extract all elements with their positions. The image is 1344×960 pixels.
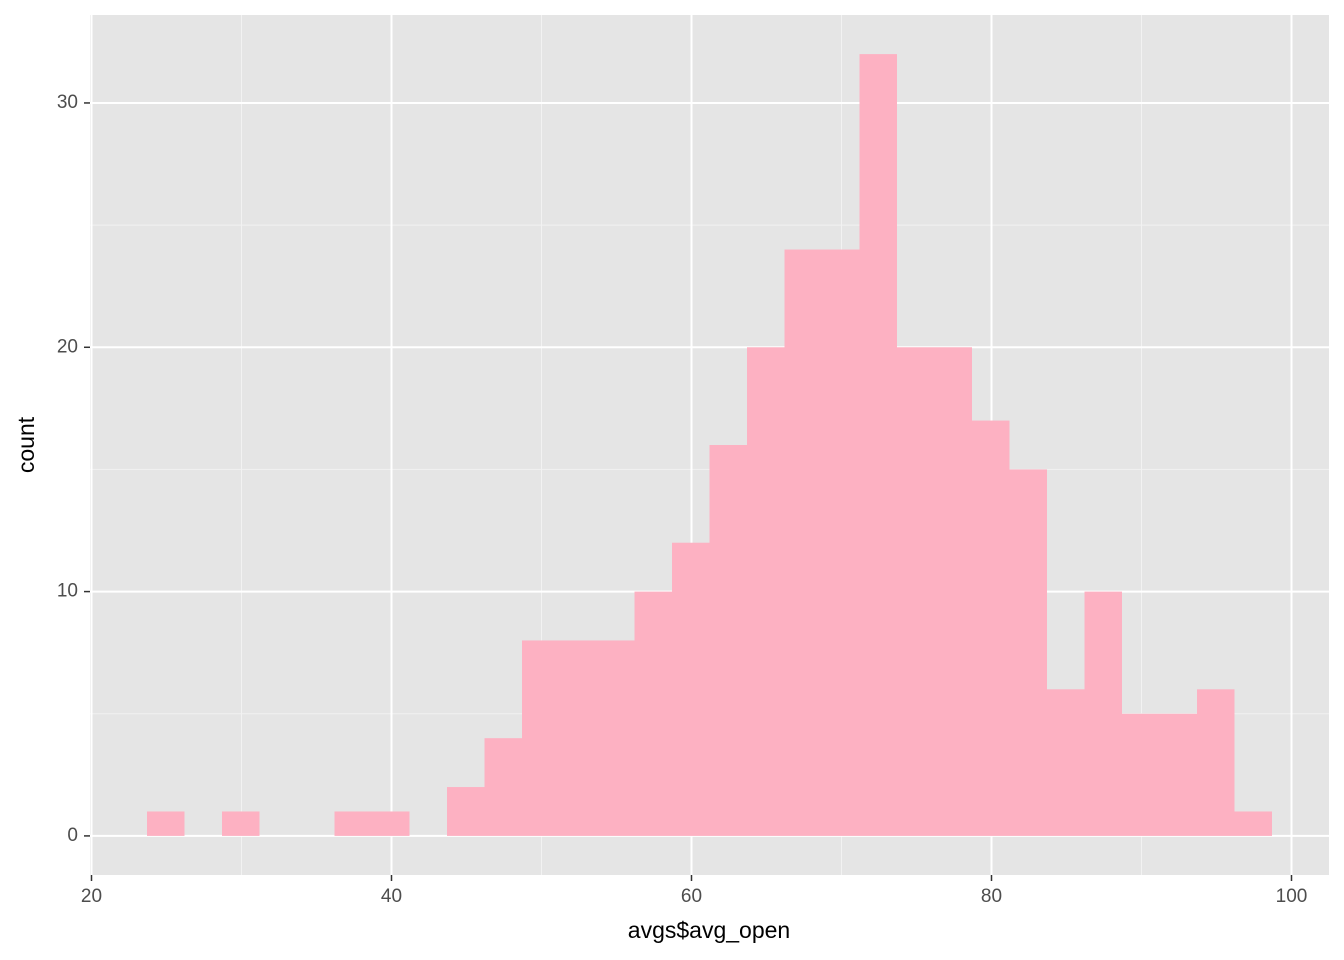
bar — [597, 640, 635, 836]
bar — [1084, 591, 1122, 836]
bar — [559, 640, 597, 836]
bar — [859, 54, 897, 836]
bar — [1159, 713, 1197, 836]
bar — [972, 420, 1010, 836]
bar — [484, 738, 522, 836]
bar — [522, 640, 560, 836]
x-tick-label: 60 — [681, 886, 702, 907]
x-tick-label: 40 — [381, 886, 402, 907]
bar — [897, 347, 935, 836]
x-tick-label: 100 — [1276, 886, 1308, 907]
bar — [1122, 713, 1160, 836]
bar — [1234, 811, 1272, 836]
x-tick-label: 20 — [81, 886, 102, 907]
bar — [1047, 689, 1085, 836]
bar — [672, 542, 710, 836]
bar — [747, 347, 785, 836]
x-tick-label: 80 — [981, 886, 1002, 907]
x-axis-title: avgs$avg_open — [628, 917, 790, 943]
bar — [1009, 469, 1047, 836]
bar — [447, 787, 485, 836]
y-tick-label: 20 — [57, 336, 78, 357]
y-tick-label: 10 — [57, 581, 78, 602]
bar — [222, 811, 260, 836]
bar — [334, 811, 372, 836]
bar — [822, 249, 860, 836]
bar — [1197, 689, 1235, 836]
bar — [784, 249, 822, 836]
bar — [372, 811, 410, 836]
y-axis-title: count — [13, 416, 39, 473]
bar — [709, 445, 747, 836]
bar — [934, 347, 972, 836]
y-tick-label: 0 — [67, 825, 78, 846]
bar — [634, 591, 672, 836]
y-tick-label: 30 — [57, 92, 78, 113]
bar — [147, 811, 185, 836]
